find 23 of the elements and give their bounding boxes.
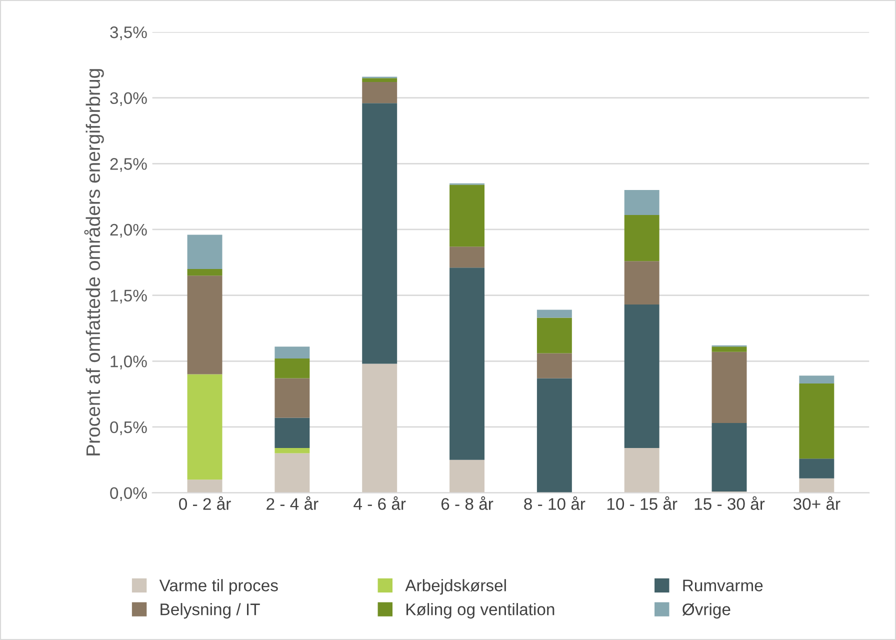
y-axis-title: Procent af omfattede områders energiforbrug [84,69,104,456]
x-tick-label: 0 - 2 år [179,496,231,510]
y-tick-label: 2,0% [110,224,147,238]
legend-label: Arbejdskørsel [405,579,506,595]
x-tick-label: 8 - 10 år [524,496,586,510]
y-tick-label: 1,0% [110,356,147,370]
x-tick-label: 2 - 4 år [266,496,318,510]
legend-label: Øvrige [682,603,730,619]
y-tick-label: 0,0% [110,487,147,501]
legend-label: Rumvarme [683,580,763,592]
y-tick-label: 3,5% [110,26,147,40]
x-tick-label: 30+ år [793,496,840,510]
y-tick-label: 0,5% [110,421,147,436]
x-tick-label: 10 - 15 år [607,496,678,510]
legend-label: Varme til proces [159,579,278,595]
legend-label: Belysning / IT [160,603,260,619]
x-tick-label: 6 - 8 år [441,496,494,510]
x-tick-label: 15 - 30 år [694,496,765,510]
x-tick-label: 4 - 6 år [354,496,406,510]
y-tick-label: 2,5% [110,158,147,172]
y-tick-label: 3,0% [110,92,147,106]
legend-label: Køling og ventilation [406,603,554,619]
y-tick-label: 1,5% [110,290,147,304]
